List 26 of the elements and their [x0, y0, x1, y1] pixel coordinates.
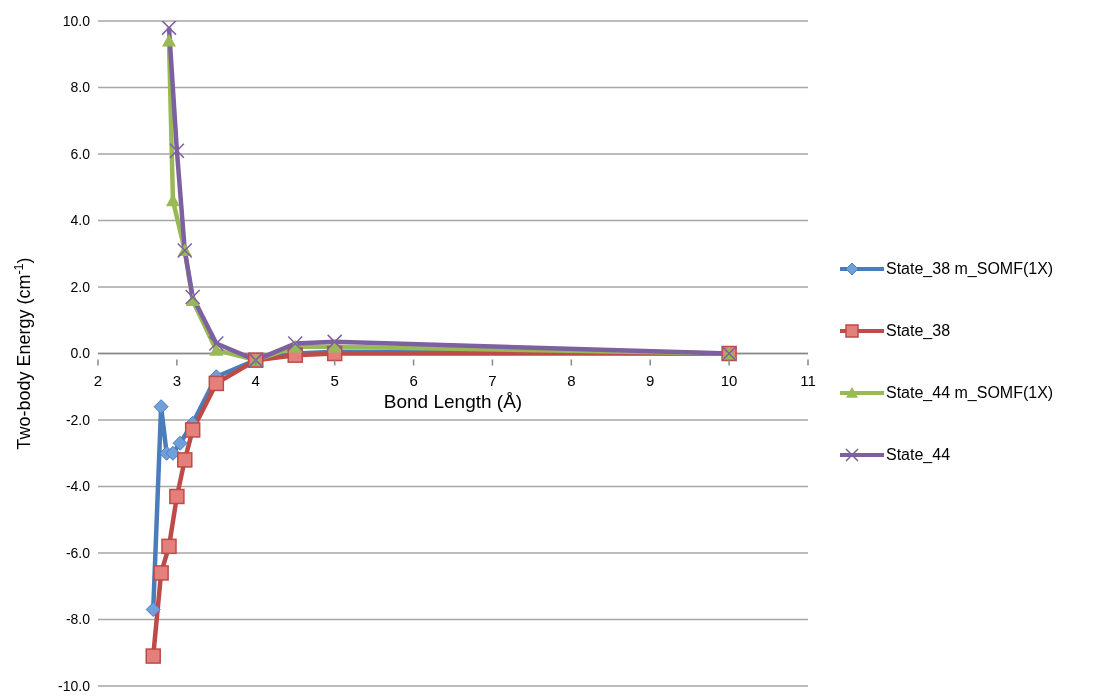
x-tick-label: 4 — [251, 371, 260, 389]
y-tick-label: -10.0 — [58, 677, 91, 694]
y-tick-label: 6.0 — [70, 145, 91, 162]
y-tick-label: 10.0 — [62, 12, 91, 29]
x-tick-label: 5 — [330, 371, 339, 389]
y-tick-label: -2.0 — [65, 411, 91, 428]
y-tick-label: 4.0 — [70, 212, 91, 229]
legend-label: State_44 m_SOMF(1X) — [886, 384, 1054, 402]
x-axis-title: Bond Length (Å) — [383, 390, 523, 412]
y-tick-label: -4.0 — [65, 478, 91, 495]
x-tick-label: 10 — [720, 371, 738, 389]
y-tick-label: -8.0 — [65, 611, 91, 628]
legend-label: State_44 — [886, 446, 951, 464]
x-tick-label: 11 — [800, 371, 816, 389]
y-tick-label: 2.0 — [70, 278, 91, 295]
x-tick-label: 3 — [172, 371, 182, 389]
x-tick-label: 9 — [646, 371, 655, 389]
x-tick-label: 7 — [488, 371, 497, 389]
x-tick-label: 6 — [409, 371, 418, 389]
legend-label: State_38 — [886, 322, 951, 340]
y-tick-label: -6.0 — [65, 544, 91, 561]
legend-label: State_38 m_SOMF(1X) — [886, 260, 1054, 278]
x-tick-label: 2 — [93, 371, 103, 389]
y-tick-label: 0.0 — [70, 345, 91, 362]
x-tick-label: 8 — [567, 371, 576, 389]
y-tick-label: 8.0 — [70, 79, 91, 96]
